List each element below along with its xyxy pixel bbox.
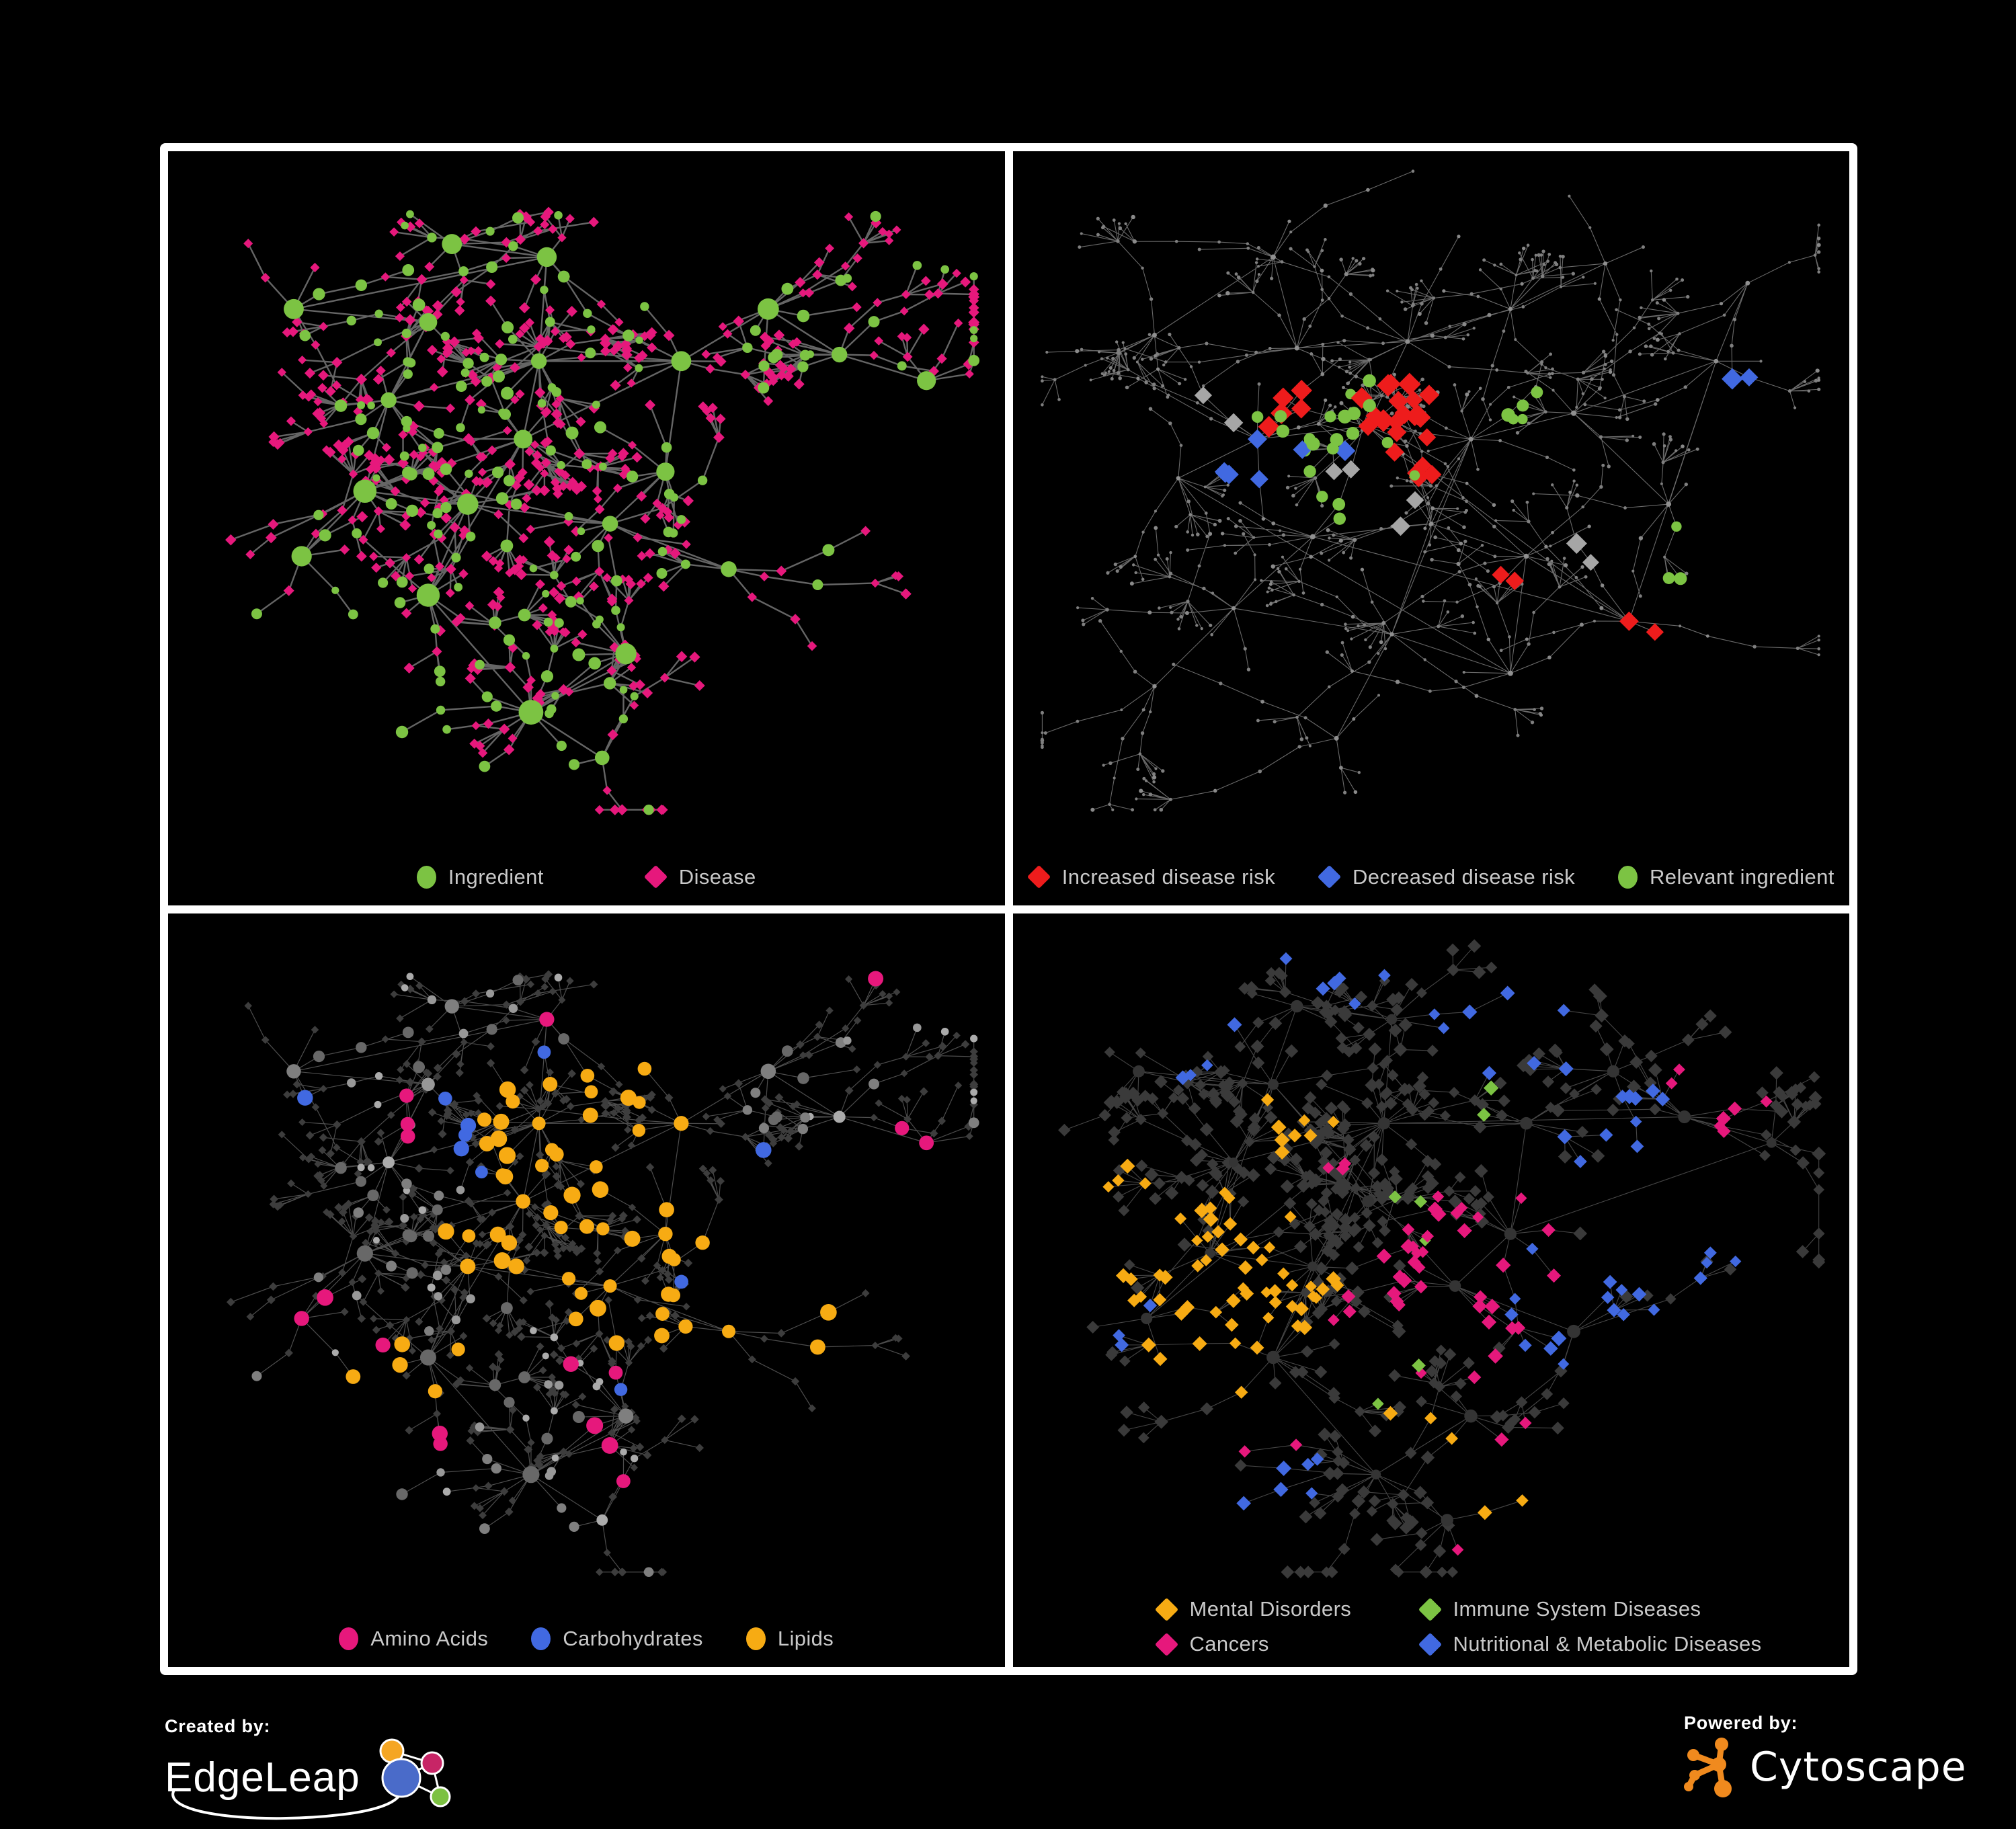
cytoscape-brand-text: Cytoscape [1750,1744,1967,1791]
legend-label: Increased disease risk [1061,864,1275,889]
cytoscape-logo: Cytoscape [1684,1736,1993,1798]
powered-by-label: Powered by: [1684,1713,1798,1733]
diamond-swatch-icon [643,864,668,889]
ingredient-disease-legend: Ingredient Disease [168,865,1005,889]
legend-item-mental-disorders: Mental Disorders [1154,1597,1419,1621]
legend-item-amino-acids: Amino Acids [339,1627,488,1651]
circle-swatch-icon [531,1627,551,1650]
created-by-label: Created by: [165,1716,271,1736]
network-grid: Ingredient Disease Increased disease risk… [160,143,1857,1675]
panel-disease-risk: Increased disease risk Decreased disease … [1012,151,1850,905]
nutrient-class-legend: Amino Acids Carbohydrates Lipids [168,1627,1005,1651]
diamond-swatch-icon [1154,1597,1178,1621]
edgeleap-brand-text: EdgeLeap [165,1754,360,1801]
legend-item-lipids: Lipids [745,1627,834,1651]
legend-label: Carbohydrates [563,1627,703,1650]
diamond-swatch-icon [1154,1632,1178,1656]
disease-category-legend: Mental Disorders Immune System Diseases Ca… [1154,1597,1762,1656]
legend-label: Ingredient [448,864,544,889]
legend-label: Cancers [1189,1632,1269,1656]
legend-label: Decreased disease risk [1353,864,1576,889]
legend-label: Immune System Diseases [1453,1597,1701,1621]
legend-item-carbohydrates: Carbohydrates [531,1627,703,1651]
legend-item-nutritional-metabolic-diseases: Nutritional & Metabolic Diseases [1418,1632,1762,1656]
circle-swatch-icon [1618,865,1638,889]
legend-item-immune-system-diseases: Immune System Diseases [1418,1597,1762,1621]
legend-label: Disease [678,864,756,889]
panel-nutrient-class: Amino Acids Carbohydrates Lipids [168,913,1005,1667]
legend-label: Lipids [777,1627,834,1650]
disease-category-network-graph [1057,938,1826,1579]
legend-item-cancers: Cancers [1154,1632,1419,1656]
circle-swatch-icon [745,1627,766,1650]
edgeleap-logo: EdgeLeap [165,1738,451,1820]
diamond-swatch-icon [1418,1632,1442,1656]
legend-item-increased-disease-risk: Increased disease risk [1026,864,1275,889]
disease-risk-legend: Increased disease risk Decreased disease … [1013,865,1850,889]
legend-label: Mental Disorders [1189,1597,1352,1621]
legend-label: Relevant ingredient [1650,864,1834,889]
legend-item-ingredient: Ingredient [416,864,544,889]
legend-item-relevant-ingredient: Relevant ingredient [1618,865,1834,889]
legend-item-decreased-disease-risk: Decreased disease risk [1317,864,1576,889]
legend-label: Amino Acids [370,1627,489,1650]
diamond-swatch-icon [1418,1597,1442,1621]
circle-swatch-icon [416,865,436,889]
cytoscape-credit: Powered by: Cytoscape [1684,1713,1993,1814]
nutrient-class-network-graph [226,969,979,1577]
diamond-swatch-icon [1026,864,1051,889]
edgeleap-logo-icon [379,1738,451,1807]
ingredient-disease-network-graph [225,206,980,816]
circle-swatch-icon [339,1627,359,1650]
panel-disease-category: Mental Disorders Immune System Diseases Ca… [1012,913,1849,1667]
diamond-swatch-icon [1317,864,1342,889]
panel-ingredient-disease: Ingredient Disease [168,151,1005,905]
cytoscape-logo-icon [1684,1738,1732,1797]
legend-label: Nutritional & Metabolic Diseases [1453,1632,1762,1656]
legend-item-disease: Disease [643,864,756,889]
edgeleap-credit: Created by: EdgeLeap [165,1716,541,1820]
disease-risk-network-graph [1040,169,1821,812]
